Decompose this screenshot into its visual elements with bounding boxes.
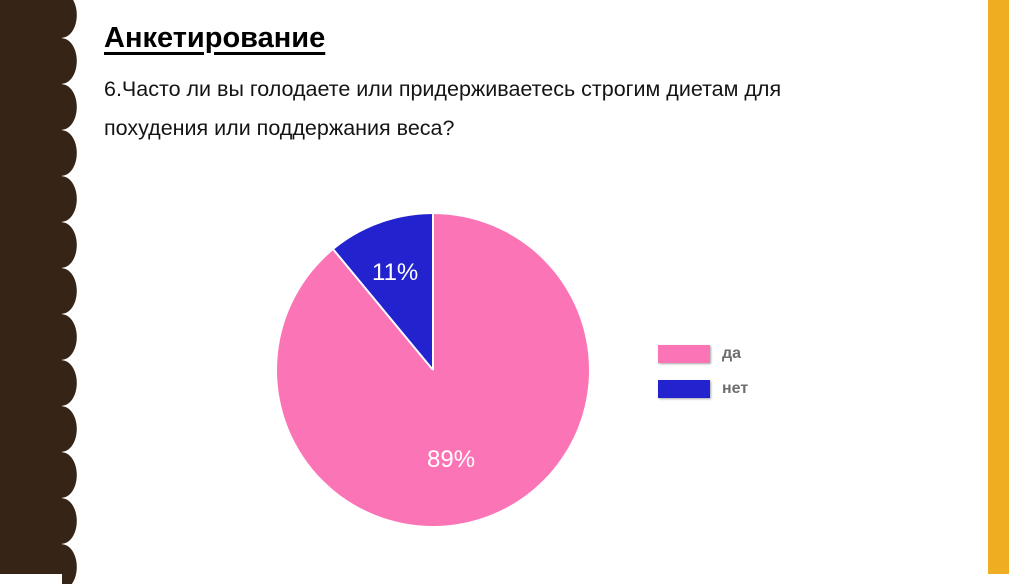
slide-title: Анкетирование bbox=[104, 22, 326, 54]
slice-divider-top bbox=[432, 214, 434, 370]
legend-item-da: да bbox=[658, 345, 748, 363]
pie-chart-area: 11% 89% да нет bbox=[260, 207, 770, 547]
legend-item-net: нет bbox=[658, 380, 748, 398]
question-line-1: 6.Часто ли вы голодаете или придерживает… bbox=[104, 77, 782, 101]
legend-swatch-da bbox=[658, 345, 710, 363]
question-text: 6.Часто ли вы голодаете или придерживает… bbox=[104, 70, 984, 148]
right-accent-stripe bbox=[988, 0, 1009, 574]
data-label-da: 89% bbox=[427, 446, 476, 473]
legend-swatch-net bbox=[658, 380, 710, 398]
scallop-edge bbox=[62, 0, 77, 584]
pie: 11% 89% bbox=[277, 214, 589, 526]
question-line-2: похудения или поддержания веса? bbox=[104, 116, 455, 140]
legend-label-da: да bbox=[722, 345, 742, 362]
legend: да нет bbox=[658, 345, 748, 415]
left-decorative-bar bbox=[0, 0, 62, 574]
data-label-net: 11% bbox=[372, 259, 419, 286]
legend-label-net: нет bbox=[722, 380, 749, 397]
